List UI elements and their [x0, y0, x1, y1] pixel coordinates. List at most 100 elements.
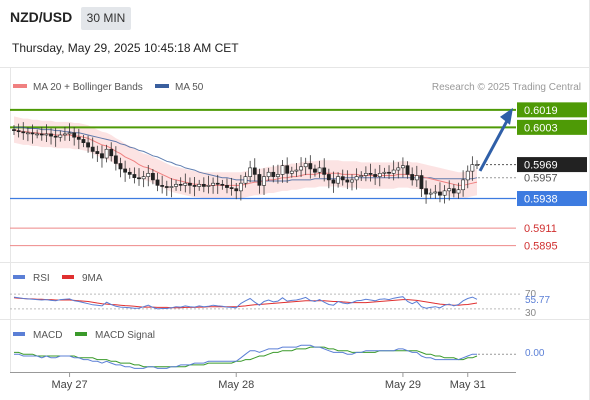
candle-body — [442, 190, 447, 196]
candle-body — [317, 167, 322, 173]
rsi-ma-legend-label: 9MA — [82, 273, 103, 284]
candle-body — [113, 155, 118, 164]
candle-body — [215, 182, 220, 185]
candle-body — [271, 171, 276, 177]
candle — [340, 169, 345, 186]
candle — [289, 166, 294, 178]
candle — [220, 179, 225, 190]
candle-body — [248, 167, 253, 177]
candle — [433, 184, 438, 199]
candle-body — [289, 170, 294, 174]
support-pivot-label: 0.5938 — [524, 194, 558, 206]
rsi-swatch — [13, 275, 25, 279]
candle-body — [280, 165, 285, 175]
candle-body — [456, 189, 461, 194]
x-tick-label: May 28 — [218, 379, 254, 391]
candle-body — [81, 139, 86, 143]
candle — [113, 146, 118, 171]
macd-panel: MACD MACD Signal 0.00 — [13, 330, 545, 369]
candle-body — [262, 176, 266, 186]
candle-body — [243, 176, 248, 184]
candle-body — [368, 173, 373, 175]
macd-signal-legend-label: MACD Signal — [95, 330, 155, 341]
candle-body — [428, 192, 433, 195]
candle-body — [322, 167, 327, 175]
candle — [183, 173, 188, 193]
candle — [447, 180, 452, 201]
candle — [303, 157, 308, 176]
candle — [81, 135, 86, 148]
candle — [262, 168, 266, 196]
rsi-ma-swatch — [62, 275, 74, 279]
projection-arrow-shaft — [478, 120, 509, 172]
resistance-1-label: 0.6003 — [524, 122, 558, 134]
candle — [132, 167, 137, 184]
candle-body — [405, 165, 410, 175]
candle — [373, 168, 378, 185]
timeframe-badge[interactable]: 30 MIN — [81, 7, 131, 30]
candle — [30, 124, 35, 144]
chart-datetime: Thursday, May 29, 2025 10:45:18 AM CET — [12, 41, 239, 55]
candle-body — [308, 163, 313, 170]
last-price-label-bg — [517, 157, 587, 173]
candle — [243, 172, 248, 188]
candle — [424, 180, 428, 204]
resistance-2-label: 0.6019 — [524, 105, 558, 117]
candle — [151, 168, 155, 185]
candle-body — [201, 183, 206, 187]
copyright-text: Research © 2025 Trading Central — [432, 82, 581, 93]
candle — [248, 160, 253, 183]
candle — [49, 128, 53, 145]
candle-body — [169, 186, 174, 188]
candle — [118, 157, 123, 178]
candle-body — [192, 185, 197, 187]
candle — [146, 165, 151, 187]
candle-body — [123, 168, 128, 173]
candle — [35, 129, 40, 139]
ma20-legend-label: MA 20 + Bollinger Bands — [33, 82, 143, 93]
candle-body — [299, 166, 303, 171]
candle-body — [331, 179, 336, 184]
last-price-label: 0.5969 — [524, 160, 558, 172]
candle-body — [401, 165, 405, 169]
candle-body — [118, 163, 123, 170]
candle-body — [127, 171, 132, 175]
support-2-label: 0.5895 — [524, 241, 558, 253]
candle — [197, 179, 202, 191]
candle-body — [178, 183, 183, 186]
x-axis: May 27 May 28 May 29 May 31 — [52, 372, 486, 391]
candle-body — [39, 133, 44, 136]
candle-body — [225, 185, 229, 188]
candle-body — [326, 174, 331, 181]
candle-body — [164, 186, 169, 188]
candle — [438, 182, 442, 203]
candle — [442, 185, 447, 204]
candle — [67, 123, 72, 141]
rsi-last-value: 55.77 — [525, 295, 550, 306]
macd-line — [14, 344, 477, 369]
candle — [377, 165, 382, 187]
candle — [192, 177, 197, 197]
candle — [451, 184, 456, 198]
candle-body — [49, 133, 53, 137]
candle — [225, 178, 229, 194]
candle — [456, 182, 461, 199]
candle-body — [141, 176, 146, 180]
candle — [174, 179, 178, 191]
candle-body — [410, 174, 415, 181]
chart-legend: MA 20 + Bollinger Bands MA 50 Research ©… — [13, 82, 581, 93]
candle — [137, 168, 141, 186]
candle — [127, 167, 132, 179]
candle-body — [25, 132, 30, 135]
candle — [354, 168, 359, 190]
candle-body — [146, 173, 151, 177]
rsi-line — [13, 296, 478, 310]
macd-zero-label: 0.00 — [525, 348, 545, 359]
candle-body — [16, 130, 21, 133]
candle-body — [160, 185, 165, 187]
candle — [72, 127, 77, 146]
candle — [331, 171, 336, 193]
candle-body — [391, 169, 396, 174]
candle-body — [276, 174, 280, 177]
